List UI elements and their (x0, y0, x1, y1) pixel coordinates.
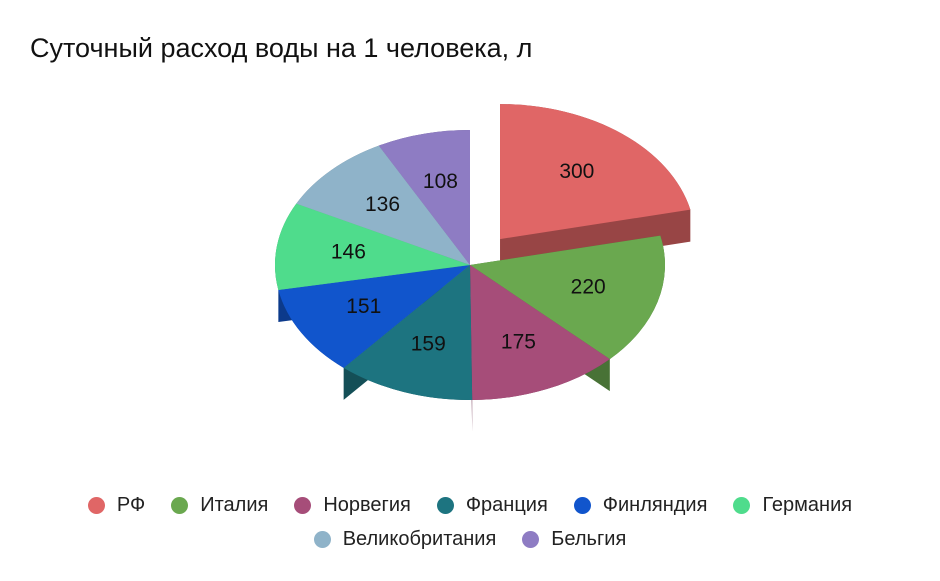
value-label: 159 (411, 333, 446, 356)
legend-item: Финляндия (573, 492, 708, 518)
value-label: 220 (571, 276, 606, 299)
legend-item: РФ (87, 492, 146, 518)
pie-tops (274, 104, 691, 400)
legend-item: Великобритания (313, 526, 497, 552)
chart-title: Суточный расход воды на 1 человека, л (30, 33, 532, 63)
value-label: 108 (423, 170, 458, 193)
legend-label: Франция (465, 493, 548, 516)
legend-item: Франция (436, 492, 548, 518)
legend-label: РФ (116, 493, 146, 516)
slice (274, 203, 470, 290)
legend-label: Великобритания (342, 527, 497, 550)
legend-item: Норвегия (294, 492, 411, 518)
legend-label: Германия (762, 493, 853, 516)
slice (343, 265, 473, 400)
slice (470, 235, 665, 360)
legend-marker (171, 496, 189, 514)
legend-item: Италия (171, 492, 268, 518)
value-label: 151 (346, 295, 381, 318)
legend-marker (294, 496, 312, 514)
slice (500, 104, 691, 240)
legend: РФ Италия Норвегия Франция Финляндия Германия… (45, 492, 895, 552)
legend-label: Финляндия (602, 493, 708, 516)
legend-label: Норвегия (323, 493, 411, 516)
legend-marker (733, 496, 751, 514)
legend-marker (313, 530, 331, 548)
legend-marker (87, 496, 105, 514)
value-label: 175 (501, 331, 536, 354)
legend-marker (436, 496, 454, 514)
slice (296, 145, 470, 265)
value-labels: 300 220 175 159 151 146 136 108 (331, 160, 606, 355)
legend-item: Бельгия (522, 526, 626, 552)
value-label: 146 (331, 240, 366, 263)
value-label: 136 (365, 193, 400, 216)
legend-label: Италия (200, 493, 269, 516)
legend-label: Бельгия (551, 527, 627, 550)
legend-marker (522, 530, 540, 548)
chart: Суточный расход воды на 1 человека, л 30… (30, 33, 691, 432)
legend-marker (573, 496, 591, 514)
value-label: 300 (559, 160, 594, 183)
legend-item: Германия (733, 492, 852, 518)
slice (278, 265, 470, 368)
slice (378, 130, 470, 265)
slice (470, 265, 610, 400)
